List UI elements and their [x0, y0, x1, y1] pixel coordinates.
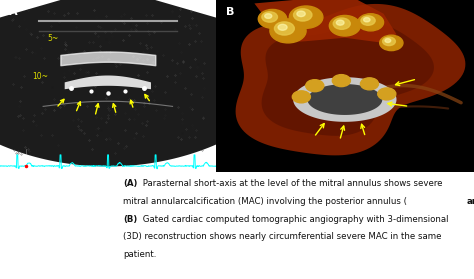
- Polygon shape: [293, 77, 396, 122]
- Circle shape: [262, 12, 277, 22]
- Text: Gated cardiac computed tomographic angiography with 3-dimensional: Gated cardiac computed tomographic angio…: [139, 215, 448, 223]
- Circle shape: [274, 22, 294, 35]
- Polygon shape: [64, 76, 151, 89]
- Text: patient.: patient.: [123, 250, 156, 259]
- Circle shape: [337, 20, 344, 25]
- Circle shape: [297, 11, 305, 17]
- Circle shape: [385, 39, 391, 42]
- Circle shape: [278, 24, 287, 30]
- Text: 5~: 5~: [47, 34, 59, 43]
- Text: mitral annularcalcification (MAC) involving the posterior annulus (: mitral annularcalcification (MAC) involv…: [123, 197, 407, 206]
- Circle shape: [380, 35, 403, 50]
- Circle shape: [361, 16, 375, 25]
- Text: 10~: 10~: [32, 72, 48, 81]
- Circle shape: [264, 14, 272, 18]
- Text: (3D) reconstruction shows nearly circumferential severe MAC in the same: (3D) reconstruction shows nearly circumf…: [123, 232, 442, 241]
- Polygon shape: [0, 0, 320, 167]
- Polygon shape: [262, 22, 434, 136]
- Circle shape: [270, 19, 306, 43]
- Circle shape: [289, 6, 323, 28]
- Circle shape: [360, 78, 379, 90]
- Circle shape: [383, 37, 395, 45]
- Circle shape: [332, 74, 350, 86]
- Circle shape: [333, 18, 350, 29]
- Polygon shape: [236, 4, 465, 155]
- Circle shape: [378, 88, 396, 100]
- Polygon shape: [255, 0, 396, 43]
- Text: (A): (A): [123, 179, 137, 188]
- Circle shape: [306, 80, 324, 92]
- Text: Parasternal short-axis at the level of the mitral annulus shows severe: Parasternal short-axis at the level of t…: [139, 179, 442, 188]
- Circle shape: [293, 9, 312, 21]
- Text: B: B: [226, 7, 234, 17]
- Text: arrows: arrows: [466, 197, 474, 206]
- Circle shape: [292, 91, 310, 103]
- Circle shape: [364, 18, 370, 22]
- Circle shape: [358, 14, 383, 31]
- Text: (B): (B): [123, 215, 137, 223]
- Polygon shape: [307, 84, 383, 115]
- Circle shape: [258, 9, 287, 28]
- Text: A: A: [9, 7, 17, 17]
- Circle shape: [329, 15, 360, 36]
